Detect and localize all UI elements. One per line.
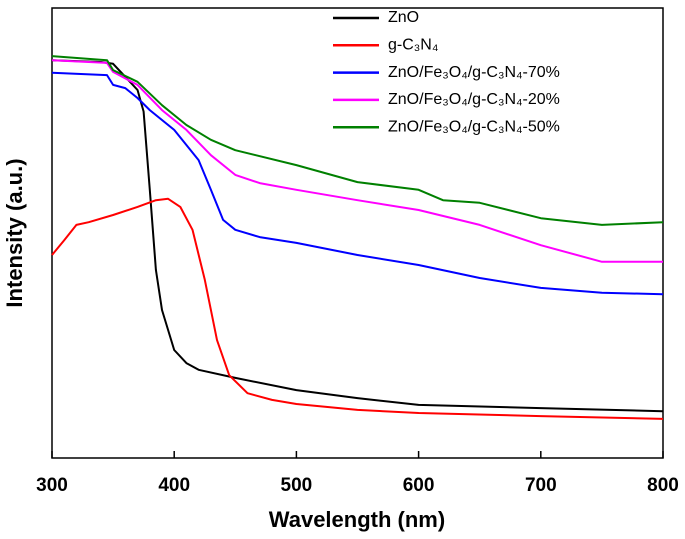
x-axis-label: Wavelength (nm) [269,507,445,532]
series-line [51,55,664,226]
series-line [51,71,664,296]
series-line [51,197,664,420]
plot-frame [51,7,664,459]
x-tick-label: 700 [525,475,557,496]
x-tick-label: 500 [281,475,313,496]
series-line [51,59,663,263]
series-line [51,59,664,413]
x-tick-label: 600 [403,475,435,496]
legend-label: ZnO/Fe₃O₄/g-C₃N₄-50% [388,118,560,135]
x-tick-label: 800 [647,475,679,496]
legend-label: g-C₃N₄ [388,37,438,54]
y-axis-label: Intensity (a.u.) [2,158,27,307]
x-tick-label: 300 [36,475,68,496]
legend-label: ZnO/Fe₃O₄/g-C₃N₄-20% [388,91,560,108]
legend-label: ZnO [388,9,419,26]
legend-label: ZnO/Fe₃O₄/g-C₃N₄-70% [388,64,560,81]
x-tick-label: 400 [158,475,190,496]
